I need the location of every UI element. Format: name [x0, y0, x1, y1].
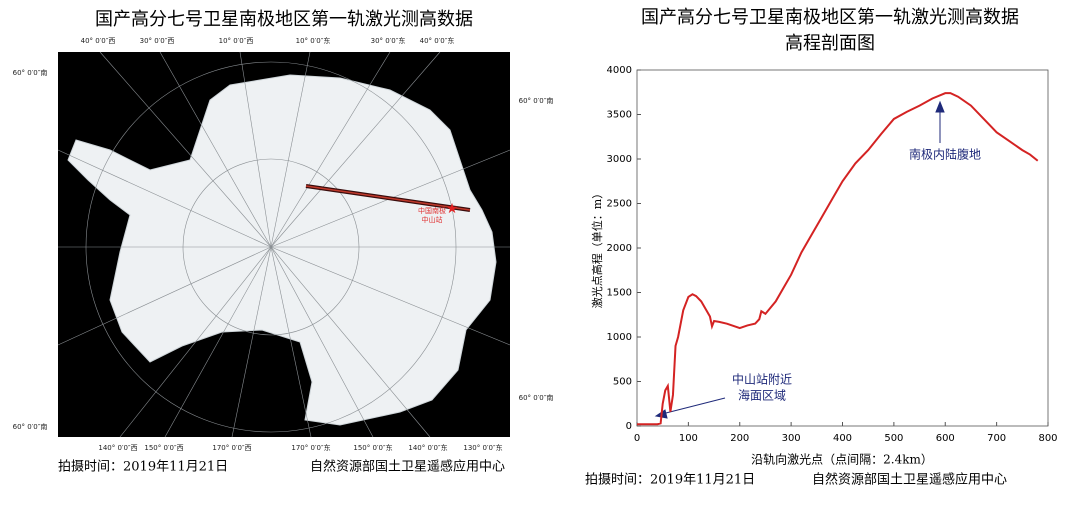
map-lon-label: 10° 0′0″东	[296, 36, 331, 45]
y-tick-label: 0	[626, 421, 632, 432]
y-tick-label: 4000	[607, 65, 632, 76]
y-tick-label: 500	[613, 377, 632, 388]
x-tick-label: 200	[730, 433, 749, 444]
map-lon-label: 150° 0′0″西	[144, 444, 183, 452]
y-tick-label: 3000	[607, 154, 632, 165]
x-tick-label: 800	[1038, 433, 1057, 444]
x-axis-label: 沿轨向激光点（点间隔：2.4km）	[751, 452, 933, 467]
map-lon-label: 170° 0′0″西	[212, 444, 251, 452]
map-lon-label: 30° 0′0″西	[140, 37, 175, 45]
map-lon-label: 40° 0′0″西	[81, 37, 116, 45]
x-tick-label: 600	[936, 433, 955, 444]
chart-footer: 自然资源部国土卫星遥感应用中心	[812, 472, 1007, 488]
x-tick-label: 100	[679, 433, 698, 444]
y-tick-label: 3500	[607, 110, 632, 121]
map-lon-label: 40° 0′0″东	[420, 36, 455, 45]
annotation: 中山站附近	[732, 372, 792, 387]
station-star: ★	[446, 201, 459, 217]
map-lon-label: 150° 0′0″东	[353, 443, 392, 452]
map-footer: 拍摄时间：2019年11月21日	[58, 460, 228, 475]
plot: 0 500 1000 1500 2000 2500 3000 3500 4000 0 100 200 3…	[607, 65, 1058, 444]
y-tick-label: 2500	[607, 199, 632, 210]
x-tick-label: 500	[884, 433, 903, 444]
map-lon-label: 140° 0′0″西	[98, 444, 137, 452]
map-lat-label: 60° 0′0″南	[519, 393, 554, 402]
station-label: 中国南极	[418, 206, 446, 215]
map-lon-label: 130° 0′0″东	[463, 443, 502, 452]
map-lon-label: 140° 0′0″东	[408, 443, 447, 452]
x-tick-label: 300	[782, 433, 801, 444]
map-lat-label: 60° 0′0″南	[13, 68, 48, 77]
annotation: 海面区域	[738, 388, 786, 403]
station-label: 中山站	[422, 215, 443, 224]
y-tick-label: 1500	[607, 288, 632, 299]
annotation: 南极内陆腹地	[909, 147, 981, 162]
map-title: 国产高分七号卫星南极地区第一轨激光测高数据	[95, 9, 473, 30]
data-line	[637, 92, 1039, 426]
chart-title: 国产高分七号卫星南极地区第一轨激光测高数据	[641, 7, 1019, 28]
chart-subtitle: 高程剖面图	[785, 33, 875, 54]
map-lat-label: 60° 0′0″南	[519, 96, 554, 105]
x-tick-label: 400	[833, 433, 852, 444]
x-tick-label: 0	[634, 433, 640, 444]
y-axis-label: 激光点高程（单位：m）	[590, 188, 604, 308]
y-tick-label: 2000	[607, 243, 632, 254]
graticule	[57, 51, 511, 438]
satellite-track-highlight	[305, 185, 471, 211]
map-lon-label: 170° 0′0″东	[291, 443, 330, 452]
y-tick-label: 1000	[607, 332, 632, 343]
map-lon-label: 10° 0′0″西	[219, 37, 254, 45]
map-lat-label: 60° 0′0″南	[13, 422, 48, 431]
x-tick-label: 700	[987, 433, 1006, 444]
map-lon-label: 30° 0′0″东	[371, 36, 406, 45]
chart-footer: 拍摄时间：2019年11月21日	[585, 473, 755, 488]
map-footer: 自然资源部国土卫星遥感应用中心	[310, 459, 505, 475]
antarctica	[67, 74, 497, 426]
